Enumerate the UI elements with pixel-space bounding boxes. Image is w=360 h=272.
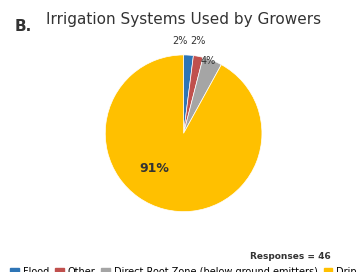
Text: 4%: 4% <box>201 56 216 66</box>
Title: Irrigation Systems Used by Growers: Irrigation Systems Used by Growers <box>46 12 321 27</box>
Text: Responses = 46: Responses = 46 <box>251 252 331 261</box>
Text: 91%: 91% <box>139 162 169 175</box>
Text: 2%: 2% <box>172 36 187 46</box>
Legend: Flood, Other, Direct Root Zone (below ground emitters), Drip: Flood, Other, Direct Root Zone (below gr… <box>6 263 360 272</box>
Wedge shape <box>184 55 203 133</box>
Wedge shape <box>184 57 221 133</box>
Wedge shape <box>184 55 193 133</box>
Text: 2%: 2% <box>190 36 206 46</box>
Wedge shape <box>105 55 262 212</box>
Text: B.: B. <box>14 19 32 34</box>
